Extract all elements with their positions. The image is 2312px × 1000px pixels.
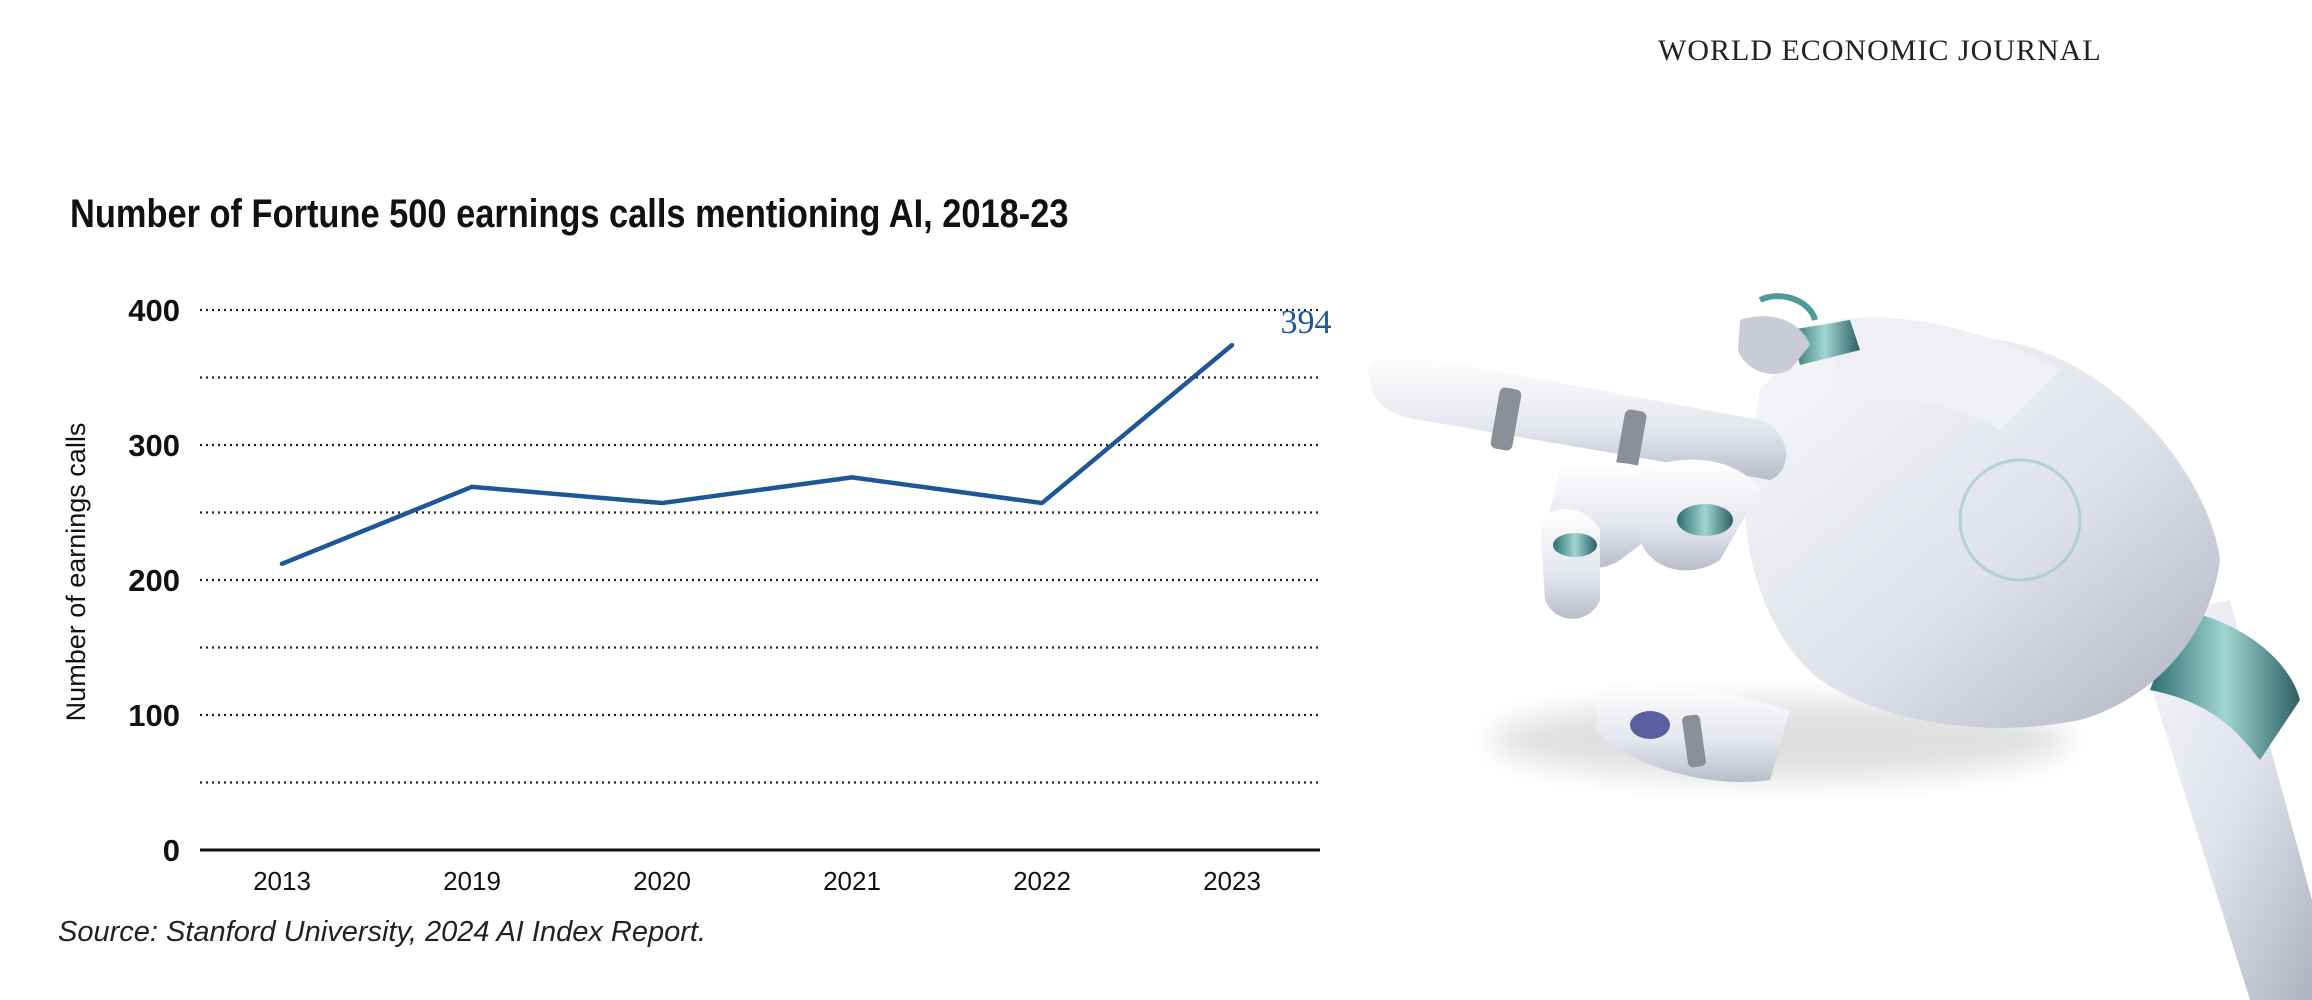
y-tick-label: 0 <box>163 833 180 868</box>
x-tick-label: 2023 <box>1203 866 1261 896</box>
x-tick-label: 2020 <box>633 866 691 896</box>
x-tick-label: 2022 <box>1013 866 1071 896</box>
x-tick-label: 2021 <box>823 866 881 896</box>
y-tick-label: 200 <box>128 563 180 598</box>
series-line <box>279 342 1235 567</box>
y-tick-label: 300 <box>128 428 180 463</box>
y-tick-label: 400 <box>128 293 180 328</box>
y-tick-label: 100 <box>128 698 180 733</box>
y-axis-label: Number of earnings calls <box>61 423 91 722</box>
x-tick-label: 2019 <box>443 866 501 896</box>
data-label: 394 <box>1281 304 1332 341</box>
source-note: Source: Stanford University, 2024 AI Ind… <box>58 916 706 948</box>
masthead: WORLD ECONOMIC JOURNAL <box>1658 34 2102 67</box>
chart-title: Number of Fortune 500 earnings calls men… <box>70 192 1069 236</box>
x-tick-label: 2013 <box>253 866 311 896</box>
